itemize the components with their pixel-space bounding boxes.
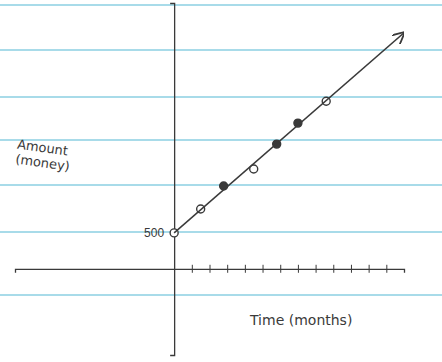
y-axis-line bbox=[170, 4, 175, 356]
y-axis-title: Amount (money) bbox=[10, 136, 72, 174]
ruled-line bbox=[0, 139, 442, 141]
x-tick-mark bbox=[386, 265, 387, 273]
x-tick bbox=[245, 265, 246, 273]
trend-line bbox=[174, 33, 404, 233]
x-tick-mark bbox=[333, 265, 334, 273]
chart: 500 Time (months) Amount (money) bbox=[0, 0, 442, 362]
x-tick bbox=[333, 265, 334, 273]
ruled-line bbox=[0, 49, 442, 51]
y-tick-label: 500 bbox=[144, 226, 164, 240]
x-tick bbox=[298, 265, 299, 273]
x-tick bbox=[351, 265, 352, 273]
x-tick bbox=[192, 265, 193, 273]
y-axis: 500 bbox=[144, 4, 178, 356]
x-tick-mark bbox=[263, 265, 264, 273]
x-tick bbox=[210, 265, 211, 273]
x-tick-mark bbox=[227, 265, 228, 273]
ruled-line bbox=[0, 96, 442, 98]
x-axis-title: Time (months) bbox=[249, 312, 352, 328]
x-tick bbox=[227, 265, 228, 273]
x-tick-mark bbox=[369, 265, 370, 273]
x-tick bbox=[369, 265, 370, 273]
x-tick-mark bbox=[210, 265, 211, 273]
x-axis bbox=[16, 265, 405, 273]
x-tick-mark bbox=[316, 265, 317, 273]
data-point bbox=[220, 182, 228, 190]
y-tick: 500 bbox=[144, 226, 178, 240]
ruled-line bbox=[0, 231, 442, 233]
ruled-line bbox=[0, 4, 442, 6]
x-tick-mark bbox=[192, 265, 193, 273]
x-tick bbox=[386, 265, 387, 273]
x-tick-mark bbox=[245, 265, 246, 273]
x-tick bbox=[316, 265, 317, 273]
ruled-line bbox=[0, 294, 442, 296]
x-tick-mark bbox=[280, 265, 281, 273]
plot-area bbox=[170, 33, 404, 237]
x-tick bbox=[263, 265, 264, 273]
x-tick-mark bbox=[351, 265, 352, 273]
x-tick-mark bbox=[298, 265, 299, 273]
x-tick bbox=[280, 265, 281, 273]
